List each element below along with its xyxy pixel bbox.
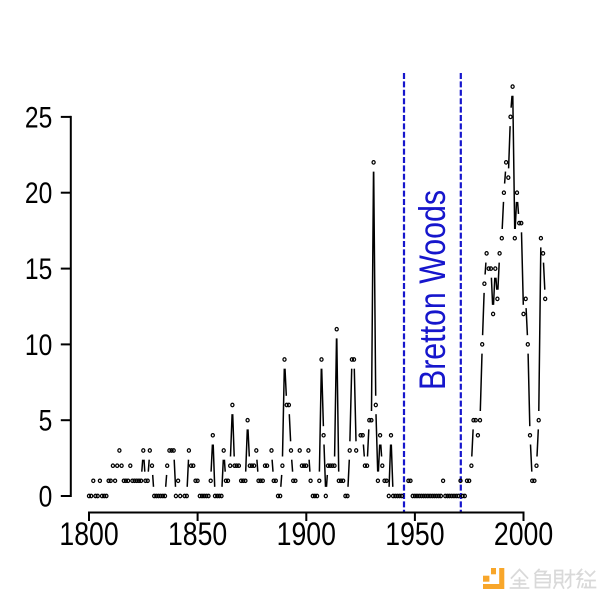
svg-text:1950: 1950 — [385, 517, 444, 553]
svg-text:Bretton Woods: Bretton Woods — [412, 190, 454, 390]
svg-text:0: 0 — [39, 479, 53, 513]
svg-text:2000: 2000 — [494, 517, 553, 553]
svg-text:1900: 1900 — [277, 517, 336, 553]
svg-text:25: 25 — [25, 100, 52, 134]
svg-text:1800: 1800 — [59, 517, 118, 553]
svg-text:15: 15 — [25, 252, 52, 286]
svg-text:1850: 1850 — [168, 517, 227, 553]
svg-text:10: 10 — [25, 327, 52, 361]
svg-text:20: 20 — [25, 176, 52, 210]
svg-text:5: 5 — [39, 403, 53, 437]
